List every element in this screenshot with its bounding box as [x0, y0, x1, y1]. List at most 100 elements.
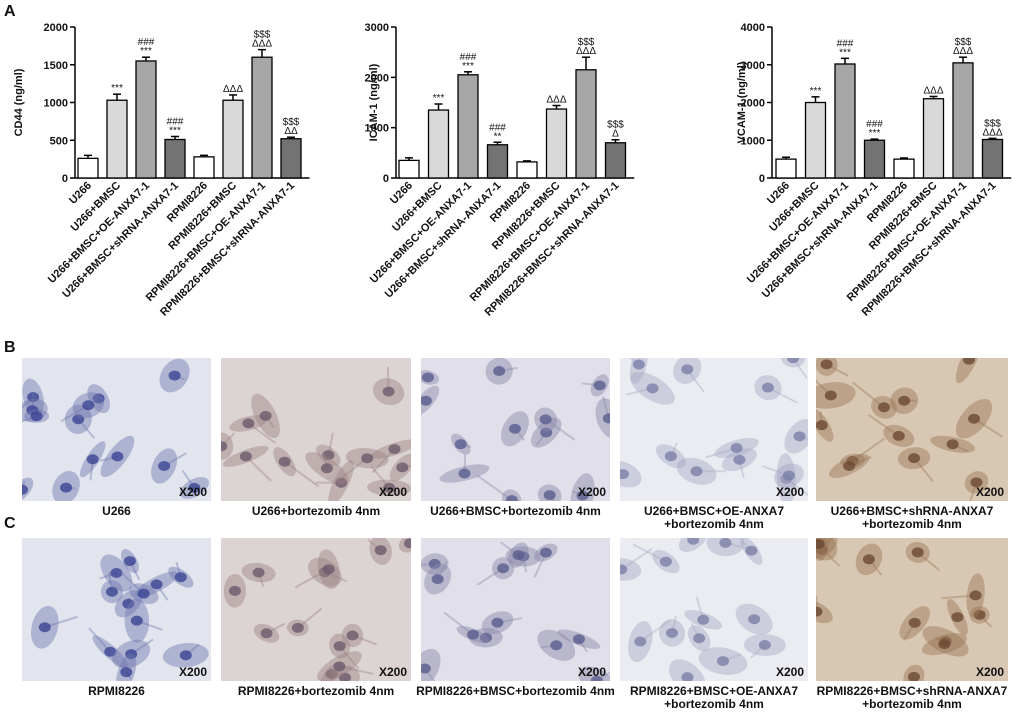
nucleus [681, 364, 694, 375]
nucleus [111, 451, 124, 462]
micrograph-bg [816, 538, 1008, 681]
nucleus [383, 482, 396, 493]
x-tick-label: U266 [388, 180, 415, 207]
y-axis-title: VCAM-1 (ng/ml) [736, 61, 748, 143]
nucleus [137, 588, 150, 599]
significance-label: $$$ [607, 120, 624, 131]
micrograph [421, 358, 610, 501]
nucleus [130, 615, 143, 626]
micrograph [620, 538, 808, 681]
nucleus [123, 556, 136, 567]
significance-label: *** [433, 93, 445, 104]
panel-label: B [4, 339, 16, 356]
nucleus [150, 579, 163, 590]
nucleus [259, 410, 272, 421]
micrograph [816, 538, 1008, 681]
significance-label: ΔΔΔ [546, 95, 566, 106]
micrograph [620, 358, 808, 501]
nucleus [816, 606, 823, 617]
bar [398, 159, 420, 179]
nucleus [820, 359, 833, 370]
y-tick-label: 1500 [44, 60, 68, 72]
nucleus [719, 538, 732, 548]
bar [981, 138, 1004, 179]
y-tick-label: 1000 [365, 123, 389, 135]
caption: +bortezomib 4nm [664, 517, 764, 531]
nucleus [782, 470, 795, 481]
nucleus [745, 545, 758, 556]
cell-process [620, 547, 653, 571]
cell-process [284, 460, 320, 488]
nucleus [892, 430, 905, 441]
nucleus [242, 418, 255, 429]
bar [135, 60, 157, 179]
significance-label: $$$ [283, 117, 300, 128]
nucleus [951, 612, 964, 623]
nucleus [539, 547, 552, 558]
x-tick-label: RPMI8226+BMSC+shRNA-ANXA7-1 [158, 180, 297, 319]
nucleus [543, 490, 556, 501]
nucleus [620, 564, 628, 575]
nucleus [22, 484, 29, 495]
nucleus [659, 556, 672, 567]
caption: RPMI8226+bortezomib 4nm [238, 684, 394, 698]
micrograph-bg [620, 538, 808, 681]
nucleus [86, 454, 99, 465]
caption: +bortezomib 4nm [862, 697, 962, 711]
caption: RPMI8226+BMSC+shRNA-ANXA7 [817, 684, 1008, 698]
magnification-label: X200 [179, 485, 207, 499]
y-axis-title: CD44 (ng/ml) [13, 68, 25, 136]
nucleus [361, 453, 374, 464]
micrograph-bg [221, 538, 411, 681]
nucleus [228, 585, 241, 596]
nucleus [239, 451, 252, 462]
bar [251, 56, 273, 179]
cell-process [686, 676, 696, 681]
nucleus [693, 633, 706, 644]
bar [952, 62, 974, 179]
x-tick-label: U266 [67, 180, 94, 207]
cell-process [967, 358, 970, 360]
significance-label: ### [489, 122, 506, 133]
bar [775, 158, 797, 179]
y-tick-label: 1000 [741, 135, 765, 147]
y-tick-label: 2000 [741, 98, 765, 110]
significance-label: ΔΔΔ [953, 46, 973, 57]
nucleus [824, 390, 837, 401]
nucleus [572, 634, 585, 645]
panel-label: C [4, 515, 16, 532]
y-tick-label: 500 [50, 135, 68, 147]
nucleus [388, 444, 401, 455]
nucleus [716, 656, 729, 667]
nucleus [335, 477, 348, 488]
caption: U266 [102, 504, 131, 518]
nucleus [843, 461, 856, 472]
bar [164, 138, 186, 179]
magnification-label: X200 [379, 485, 407, 499]
nucleus [946, 439, 959, 450]
caption: U266+BMSC+bortezomib 4nm [430, 504, 601, 518]
bar [575, 69, 597, 179]
nucleus [428, 558, 441, 569]
nucleus [911, 547, 924, 558]
nucleus [512, 550, 525, 561]
nucleus [540, 427, 553, 438]
cell-process [339, 457, 368, 480]
nucleus [632, 359, 645, 370]
nucleus [82, 400, 95, 411]
significance-label: ΔΔ [284, 126, 298, 137]
significance-label: $$$ [984, 118, 1001, 129]
nucleus [748, 614, 761, 625]
cell-process [785, 478, 808, 497]
nucleus [898, 395, 911, 406]
cell-process [852, 381, 885, 409]
nucleus [908, 617, 921, 628]
nucleus [122, 598, 135, 609]
nucleus [862, 554, 875, 565]
y-tick-label: 2000 [365, 72, 389, 84]
nucleus [467, 629, 480, 640]
significance-label: *** [111, 83, 123, 94]
bar [804, 101, 827, 179]
significance-label: $$$ [578, 37, 595, 48]
